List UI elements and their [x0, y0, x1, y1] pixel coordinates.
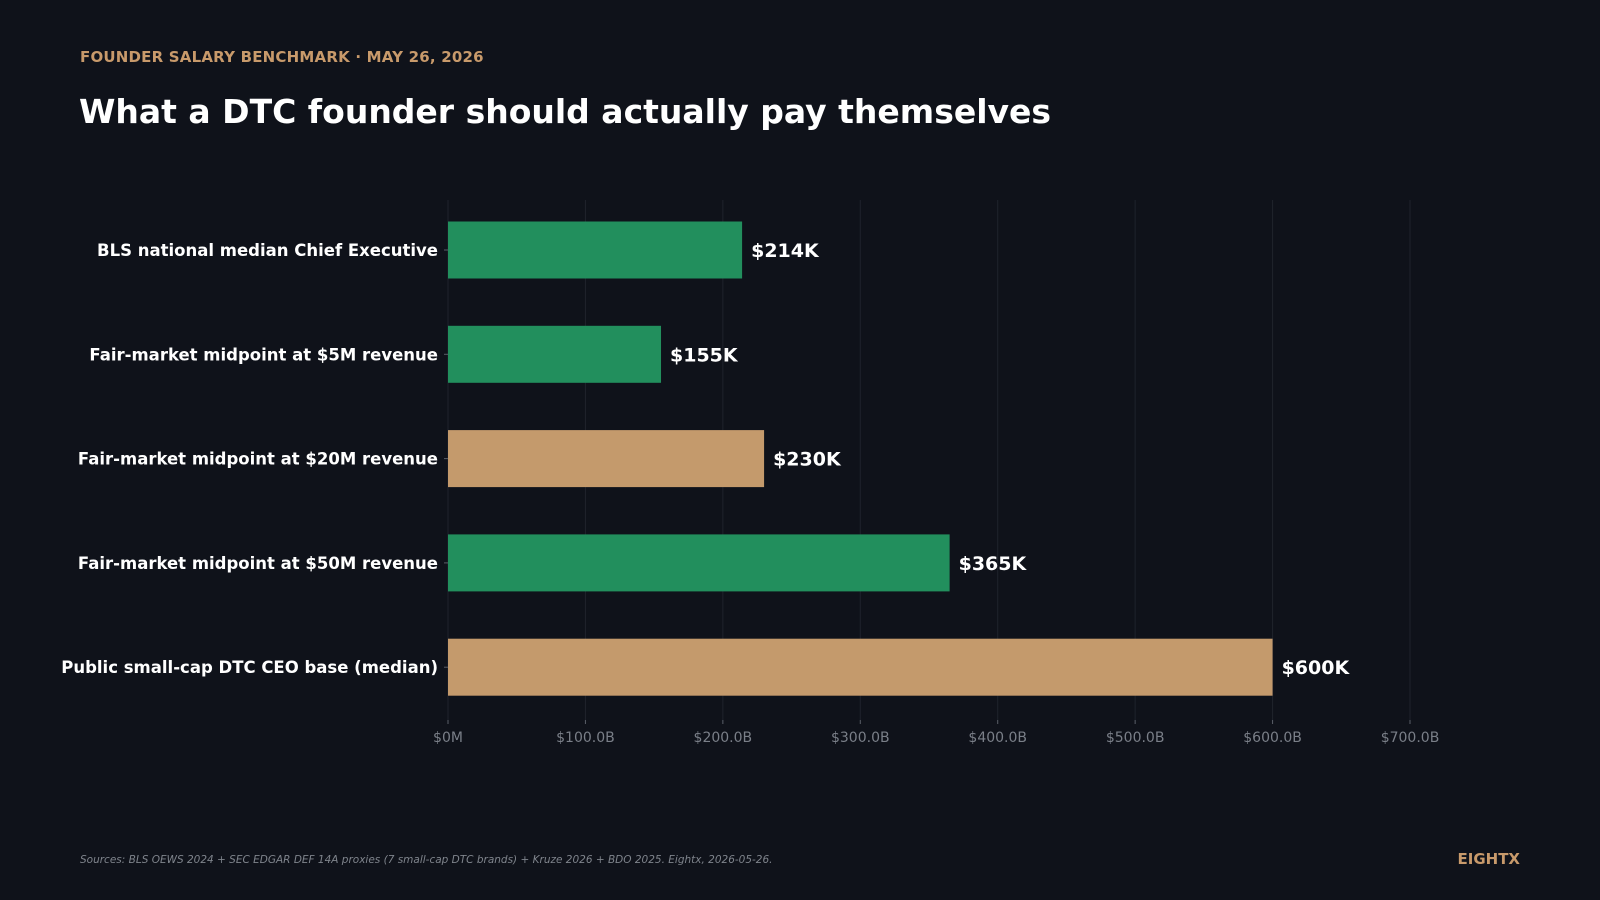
bar	[448, 430, 765, 488]
x-tick-label: $0M	[433, 730, 463, 746]
category-labels: BLS national median Chief Executive Fair-…	[61, 241, 448, 677]
chart-title: What a DTC founder should actually pay t…	[79, 92, 1052, 131]
category-label: Public small-cap DTC CEO base (median)	[61, 658, 438, 677]
x-tick-label: $300.0B	[831, 730, 890, 746]
category-label: Fair-market midpoint at $20M revenue	[78, 450, 438, 469]
x-tick-label: $500.0B	[1106, 730, 1165, 746]
value-label: $230K	[773, 449, 842, 471]
brand-logo: EIGHTX	[1457, 850, 1521, 868]
value-label: $600K	[1282, 657, 1351, 679]
x-tick-label: $100.0B	[556, 730, 615, 746]
value-label: $214K	[751, 240, 820, 262]
x-tick-label: $700.0B	[1381, 730, 1440, 746]
category-label: BLS national median Chief Executive	[97, 241, 438, 260]
x-tick-label: $600.0B	[1243, 730, 1302, 746]
x-tick-label: $400.0B	[968, 730, 1027, 746]
source-note: Sources: BLS OEWS 2024 + SEC EDGAR DEF 1…	[80, 854, 773, 866]
category-label: Fair-market midpoint at $5M revenue	[89, 345, 438, 364]
x-axis-ticks: $0M $100.0B $200.0B $300.0B $400.0B $500.0B $6…	[433, 720, 1439, 746]
category-label: Fair-market midpoint at $50M revenue	[78, 554, 438, 573]
bar	[448, 325, 662, 383]
chart-eyebrow: FOUNDER SALARY BENCHMARK · MAY 26, 2026	[80, 48, 484, 66]
x-tick-label: $200.0B	[694, 730, 753, 746]
value-labels: $214K $155K $230K $365K $600K	[670, 240, 1350, 679]
bar	[448, 534, 950, 592]
bars	[448, 221, 1273, 696]
value-label: $155K	[670, 344, 739, 366]
value-label: $365K	[959, 553, 1028, 575]
bar	[448, 638, 1273, 696]
bar	[448, 221, 743, 279]
